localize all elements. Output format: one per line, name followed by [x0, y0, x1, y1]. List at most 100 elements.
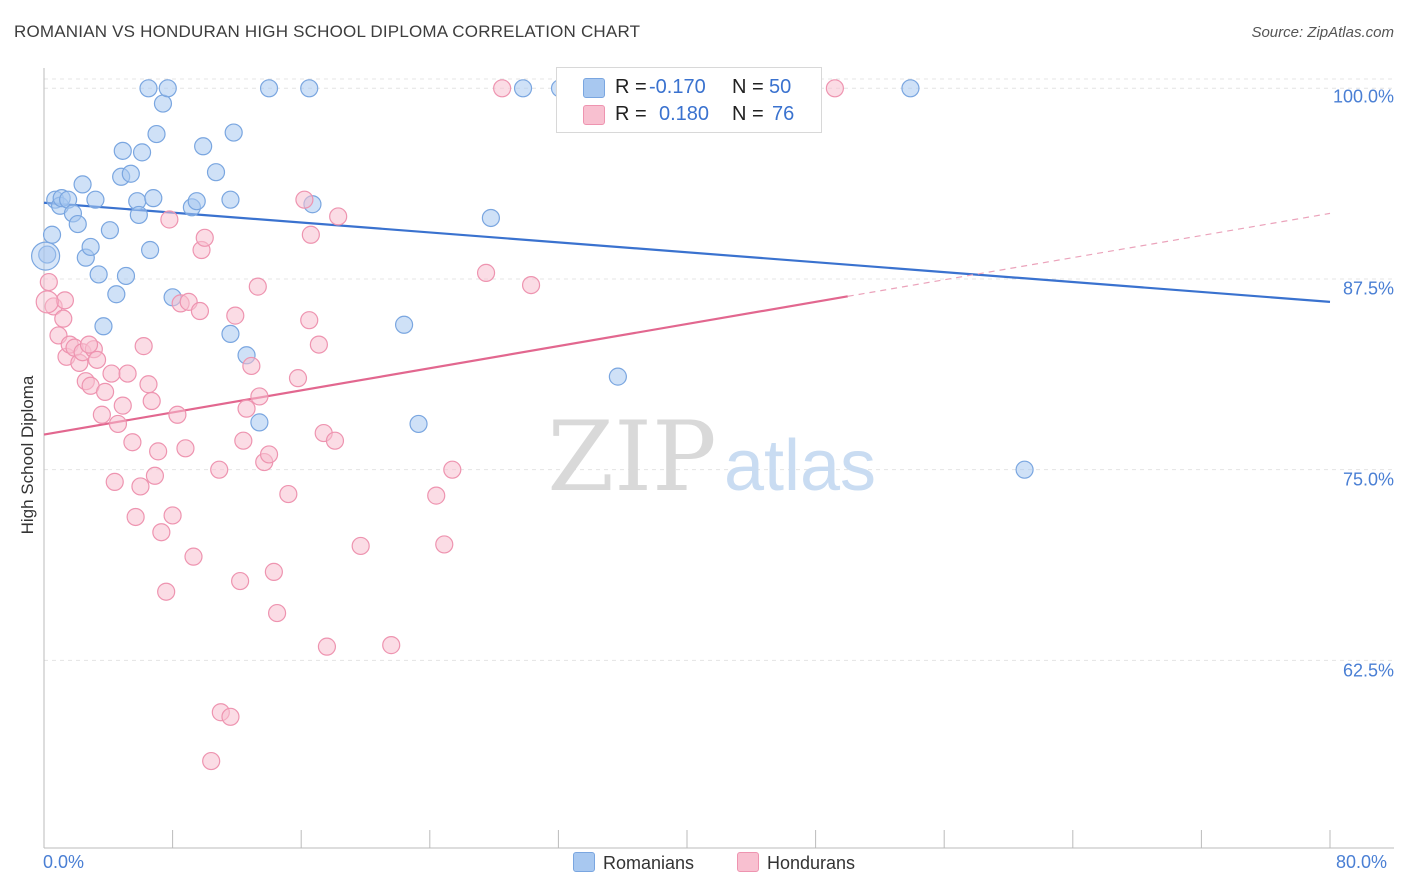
- y-tick-label-87-5: 87.5%: [1342, 278, 1394, 299]
- hondurans-legend-swatch: [737, 852, 759, 872]
- legend-r-value-hondurans: 0.180: [659, 103, 710, 125]
- romanian-point: [250, 413, 269, 432]
- honduran-point: [134, 337, 153, 356]
- honduran-point: [301, 225, 320, 244]
- romanian-point: [901, 79, 920, 98]
- romanians-swatch: [583, 78, 605, 98]
- legend-n-label: N =: [732, 76, 764, 98]
- romanian-point: [113, 141, 132, 160]
- honduran-point: [493, 79, 512, 98]
- romanian-point: [140, 240, 160, 260]
- honduran-point: [476, 263, 496, 282]
- romanian-point: [608, 367, 627, 386]
- romanian-point: [221, 324, 240, 344]
- romanian-point: [481, 208, 500, 228]
- honduran-point: [145, 466, 165, 485]
- romanians-legend-label: Romanians: [603, 853, 695, 873]
- honduran-point: [329, 207, 348, 226]
- honduran-point: [435, 535, 454, 554]
- honduran-point: [35, 290, 59, 314]
- romanian-point: [206, 163, 226, 182]
- honduran-point: [427, 486, 446, 505]
- romanian-point: [1015, 460, 1034, 479]
- honduran-point: [54, 309, 73, 328]
- honduran-point: [234, 431, 253, 450]
- romanian-point: [153, 94, 173, 113]
- honduran-point: [825, 79, 844, 98]
- romanian-point: [86, 190, 105, 209]
- y-tick-label-75: 75.0%: [1342, 469, 1394, 490]
- romanian-point: [187, 192, 206, 211]
- honduran-point: [105, 472, 124, 491]
- honduran-point: [221, 707, 240, 726]
- legend-r-label: R =: [615, 76, 647, 98]
- honduran-point: [131, 477, 150, 496]
- legend-row-hondurans: R = 0.180 N = 76: [557, 99, 821, 129]
- honduran-point: [87, 350, 107, 369]
- romanian-point: [68, 214, 87, 234]
- romanian-trend-line: [43, 201, 1331, 303]
- romanian-point: [513, 79, 533, 98]
- honduran-point: [184, 547, 203, 566]
- x-tick-label-min: 0.0%: [43, 852, 85, 872]
- legend-n-value-romanians: 50: [769, 76, 792, 98]
- honduran-point: [108, 414, 128, 434]
- honduran-point: [443, 460, 462, 479]
- honduran-point: [295, 190, 314, 209]
- legend-item-romanians: Romanians: [573, 852, 694, 874]
- honduran-point: [382, 636, 401, 655]
- romanian-point: [409, 414, 428, 434]
- honduran-point: [317, 637, 337, 656]
- romanian-point: [116, 266, 136, 286]
- honduran-point: [267, 603, 287, 623]
- honduran-point: [113, 396, 132, 415]
- honduran-point: [102, 364, 121, 383]
- honduran-point: [142, 391, 161, 411]
- y-axis-label: High School Diploma: [18, 375, 37, 535]
- honduran-point: [149, 442, 168, 461]
- honduran-point: [95, 382, 115, 401]
- correlation-legend: R = -0.170 N = 50 R = 0.180 N = 76: [556, 67, 822, 133]
- romanian-point: [121, 164, 140, 183]
- romanian-point: [73, 175, 92, 194]
- honduran-point: [288, 369, 308, 388]
- hondurans-legend-label: Hondurans: [767, 853, 856, 873]
- honduran-point: [237, 399, 256, 418]
- honduran-point: [157, 582, 176, 601]
- legend-n-value-hondurans: 76: [772, 103, 795, 125]
- legend-r-label: R =: [615, 103, 647, 125]
- honduran-point: [202, 751, 221, 771]
- romanian-point: [42, 225, 62, 244]
- romanian-point: [107, 285, 126, 304]
- source-label: Source: ZipAtlas.com: [1251, 24, 1394, 41]
- romanian-point: [194, 137, 213, 156]
- romanian-point: [89, 265, 108, 284]
- chart-title: ROMANIAN VS HONDURAN HIGH SCHOOL DIPLOMA…: [14, 22, 641, 41]
- honduran-point: [163, 506, 182, 525]
- romanian-point: [224, 123, 243, 142]
- honduran-point: [250, 387, 269, 406]
- honduran-point: [226, 306, 245, 325]
- honduran-point: [264, 562, 283, 581]
- romanian-point: [94, 317, 113, 336]
- romanian-point: [221, 190, 240, 209]
- x-tick-label-max: 80.0%: [1336, 852, 1388, 872]
- honduran-point: [210, 460, 229, 479]
- honduran-point: [79, 335, 99, 354]
- honduran-point: [279, 484, 298, 504]
- romanian-point: [300, 79, 319, 98]
- hondurans-swatch: [583, 105, 605, 125]
- honduran-point: [309, 335, 328, 354]
- honduran-point: [325, 431, 345, 450]
- honduran-point: [160, 210, 179, 229]
- romanian-point: [259, 79, 279, 98]
- honduran-point: [195, 228, 214, 247]
- y-tick-label-100: 100.0%: [1332, 86, 1394, 107]
- romanian-point: [38, 245, 57, 264]
- romanian-point: [100, 221, 120, 240]
- romanian-point: [139, 79, 158, 98]
- romanian-point: [31, 241, 61, 271]
- legend-item-hondurans: Hondurans: [737, 852, 855, 874]
- romanian-point: [147, 124, 166, 144]
- romanians-legend-swatch: [573, 852, 595, 872]
